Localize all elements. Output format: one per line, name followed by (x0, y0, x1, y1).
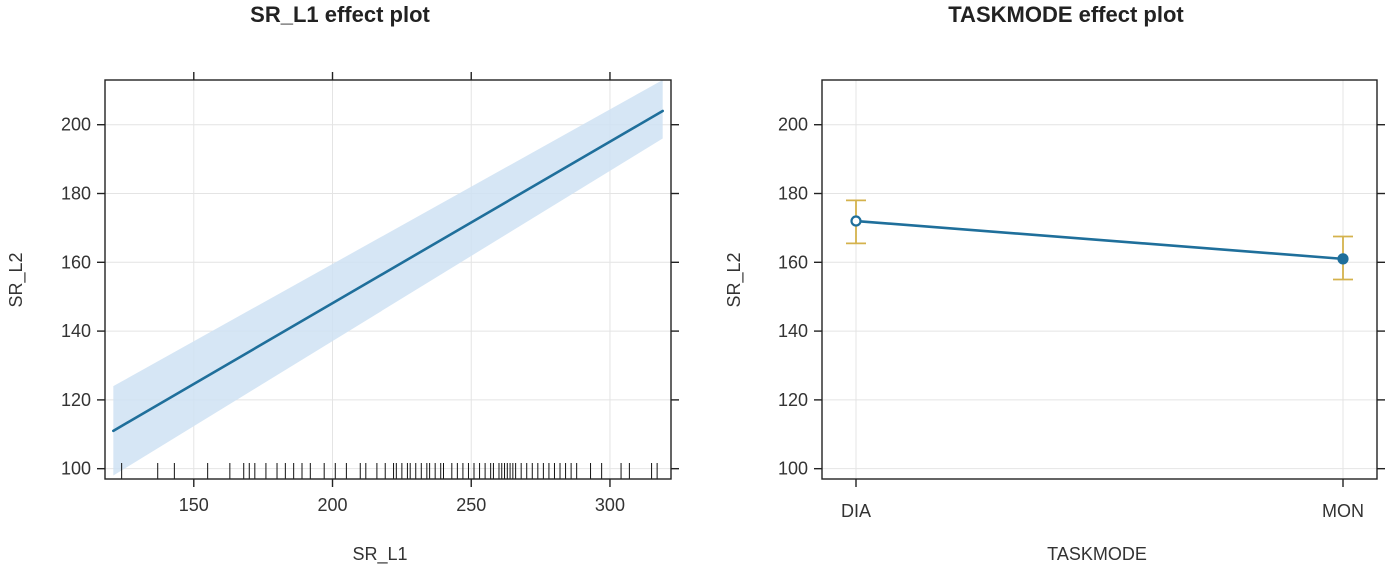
right-y-tick-label: 100 (778, 459, 808, 479)
right-y-tick-label: 140 (778, 321, 808, 341)
right-y-axis-label: SR_L2 (724, 252, 745, 307)
left-x-tick-label: 300 (595, 495, 625, 515)
right-gridlines (822, 80, 1377, 479)
left-chart-title: SR_L1 effect plot (250, 2, 430, 27)
right-x-axis-label: TASKMODE (1047, 544, 1147, 564)
left-x-tick-label: 200 (317, 495, 347, 515)
right-y-tick-label: 160 (778, 252, 808, 272)
left-x-axis-label: SR_L1 (352, 544, 407, 565)
left-y-tick-label: 160 (61, 252, 91, 272)
point-dia (850, 215, 862, 227)
right-chart-title: TASKMODE effect plot (948, 2, 1184, 27)
right-x-tick-label-dia: DIA (841, 501, 871, 521)
left-y-tick-label: 200 (61, 115, 91, 135)
right-y-tick-label: 180 (778, 184, 808, 204)
right-plot-frame (821, 79, 1378, 480)
right-x-tick-label-mon: MON (1322, 501, 1364, 521)
left-confidence-band (113, 80, 663, 476)
right-y-tick-label: 120 (778, 390, 808, 410)
left-plot-frame (104, 79, 672, 480)
left-y-tick-label: 180 (61, 184, 91, 204)
right-y-tick-label: 200 (778, 115, 808, 135)
left-axis-ticks (97, 72, 679, 487)
taskmode-effect-panel: TASKMODE effect plot DIA MON 100 120 140… (724, 2, 1385, 564)
left-y-axis-label: SR_L2 (6, 252, 27, 307)
left-y-tick-label: 100 (61, 459, 91, 479)
point-mon (1337, 253, 1349, 265)
left-rug (121, 463, 658, 479)
left-y-tick-label: 140 (61, 321, 91, 341)
sr-l1-effect-panel: SR_L1 effect plot 150 200 250 300 100 12… (6, 2, 679, 565)
left-x-tick-label: 150 (179, 495, 209, 515)
right-axis-ticks (814, 124, 1385, 487)
right-effect-line (854, 219, 1345, 261)
left-fit-line (112, 109, 664, 433)
left-x-tick-label: 250 (456, 495, 486, 515)
left-y-tick-label: 120 (61, 390, 91, 410)
